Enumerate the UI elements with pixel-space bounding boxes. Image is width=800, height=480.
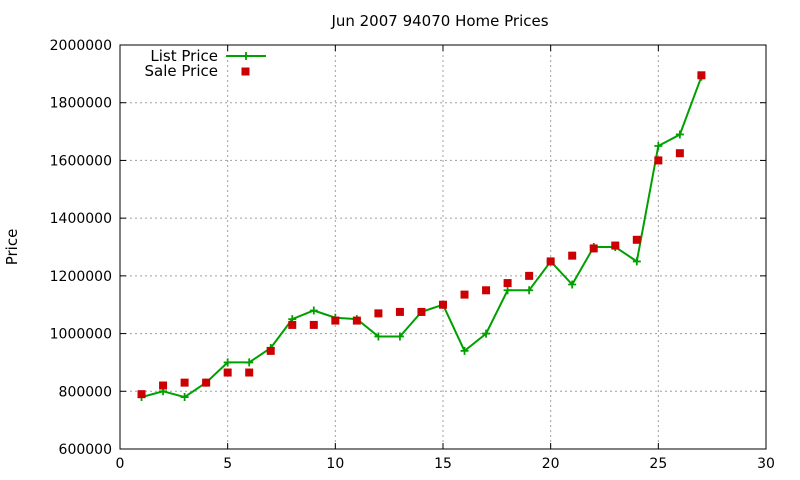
legend: List Price Sale Price (145, 47, 266, 80)
data-point-square (288, 320, 297, 329)
y-tick-label: 600000 (59, 442, 112, 458)
data-point-plus (180, 393, 189, 402)
data-point-plus (395, 332, 404, 341)
x-tick-label: 25 (649, 456, 667, 472)
data-point-plus (309, 306, 318, 315)
data-point-square (331, 316, 340, 325)
data-point-plus (675, 130, 684, 139)
data-point-square (632, 235, 641, 244)
y-tick-label: 1600000 (50, 153, 112, 169)
data-point-square (137, 390, 146, 399)
y-tick-label: 1000000 (50, 327, 112, 343)
data-point-square (309, 320, 318, 329)
x-tick-label: 10 (326, 456, 344, 472)
data-point-square (395, 307, 404, 316)
data-point-square (654, 156, 663, 165)
y-tick-label: 800000 (59, 384, 112, 400)
legend-marker-list-price (242, 52, 250, 60)
data-point-plus (525, 286, 534, 295)
x-tick-label: 0 (116, 456, 125, 472)
data-point-square (589, 244, 598, 253)
data-point-plus (482, 329, 491, 338)
y-tick-label: 1200000 (50, 269, 112, 285)
series-layer (137, 71, 706, 402)
x-tick-label: 30 (757, 456, 775, 472)
x-tick-label: 15 (434, 456, 452, 472)
data-point-square (697, 71, 706, 80)
chart-title: Jun 2007 94070 Home Prices (330, 12, 548, 30)
data-point-square (611, 241, 620, 250)
y-tick-label: 2000000 (50, 38, 112, 54)
x-tick-label: 20 (542, 456, 560, 472)
data-point-square (482, 286, 491, 295)
data-point-square (180, 378, 189, 387)
data-point-square (460, 290, 469, 299)
legend-label-list-price: List Price (150, 47, 218, 65)
data-point-square (675, 149, 684, 158)
data-point-square (503, 279, 512, 288)
data-point-plus (654, 142, 663, 150)
data-point-plus (460, 346, 469, 355)
data-point-square (546, 257, 555, 266)
y-tick-label: 1800000 (50, 96, 112, 112)
data-point-plus (374, 332, 383, 341)
data-point-square (374, 309, 383, 318)
legend-label-sale-price: Sale Price (145, 62, 218, 80)
legend-marker-sale-price (241, 67, 250, 76)
data-point-square (266, 346, 275, 355)
data-point-square (568, 251, 577, 260)
data-point-square (159, 381, 168, 390)
data-point-square (202, 378, 211, 387)
y-axis-label: Price (3, 229, 21, 266)
data-point-plus (223, 358, 232, 367)
series-line-0 (141, 76, 703, 399)
data-point-plus (503, 286, 512, 295)
x-tick-label: 5 (223, 456, 232, 472)
grid-lines (120, 45, 766, 449)
data-point-square (417, 307, 426, 316)
data-point-square (245, 368, 254, 377)
data-point-plus (632, 257, 641, 266)
y-tick-label: 1400000 (50, 211, 112, 227)
data-point-square (223, 368, 232, 377)
axis-ticks: 0 5 10 15 20 25 30 600000 800000 1000000 1200000 14… (50, 38, 775, 472)
data-point-square (525, 271, 534, 280)
data-point-plus (568, 280, 577, 289)
data-point-square (439, 300, 447, 309)
data-point-square (352, 316, 361, 325)
data-point-plus (245, 358, 254, 367)
